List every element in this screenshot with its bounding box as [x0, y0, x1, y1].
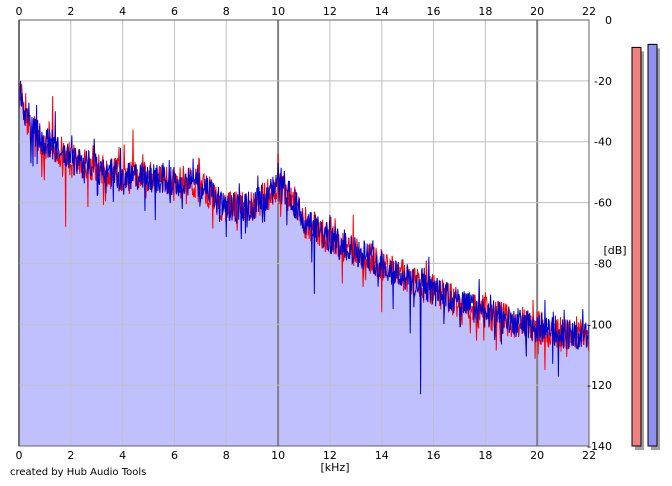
x-tick-label-bottom: 2	[67, 449, 74, 462]
x-tick-label-top: 22	[582, 5, 596, 18]
y-tick-label: -80	[594, 257, 612, 270]
x-tick-label-top: 12	[323, 5, 337, 18]
x-tick-label-bottom: 6	[171, 449, 178, 462]
x-axis-label: [kHz]	[321, 461, 350, 474]
x-tick-label-top: 20	[530, 5, 544, 18]
plot-area	[18, 19, 590, 447]
y-tick-label: -20	[594, 75, 612, 88]
x-tick-label-top: 4	[119, 5, 126, 18]
credit-text: created by Hub Audio Tools	[10, 467, 147, 478]
x-tick-label-bottom: 18	[478, 449, 492, 462]
x-tick-label-bottom: 20	[530, 449, 544, 462]
x-tick-label-top: 14	[375, 5, 389, 18]
x-tick-label-top: 16	[427, 5, 441, 18]
y-tick-label: -40	[594, 136, 612, 149]
x-tick-label-bottom: 22	[582, 449, 596, 462]
y-tick-label: -140	[587, 440, 612, 453]
y-tick-label: -120	[587, 379, 612, 392]
x-tick-label-bottom: 0	[16, 449, 23, 462]
x-tick-label-top: 2	[67, 5, 74, 18]
y-tick-label: 0	[605, 14, 612, 27]
x-tick-label-bottom: 4	[119, 449, 126, 462]
x-tick-label-top: 6	[171, 5, 178, 18]
x-tick-label-bottom: 8	[223, 449, 230, 462]
x-tick-label-top: 10	[271, 5, 285, 18]
x-tick-label-bottom: 16	[427, 449, 441, 462]
plot-border	[18, 19, 590, 447]
y-tick-label: -100	[587, 318, 612, 331]
level-meter-right	[647, 43, 658, 447]
level-meters	[631, 43, 660, 451]
x-tick-label-bottom: 14	[375, 449, 389, 462]
x-tick-label-top: 18	[478, 5, 492, 18]
x-tick-label-bottom: 12	[323, 449, 337, 462]
x-tick-label-top: 0	[16, 5, 23, 18]
y-axis-label: [dB]	[603, 244, 626, 257]
level-meter-left	[631, 46, 642, 447]
y-tick-label: -60	[594, 197, 612, 210]
axes: 002244668810101212141416161818202022220-…	[16, 5, 627, 474]
x-tick-label-top: 8	[223, 5, 230, 18]
x-tick-label-bottom: 10	[271, 449, 285, 462]
spectrum-fill	[19, 86, 589, 446]
series-line-blue	[18, 80, 590, 395]
